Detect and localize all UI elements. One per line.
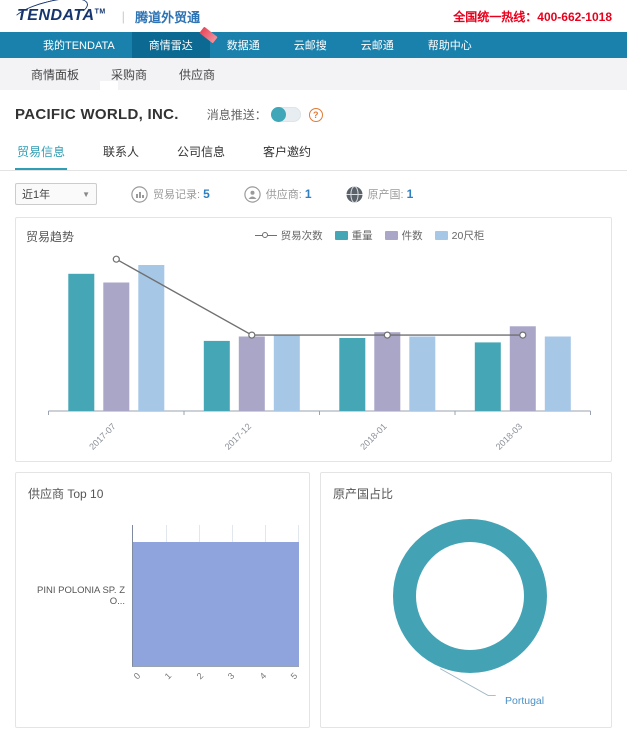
- supplier-bar[interactable]: [133, 541, 299, 666]
- main-nav: 我的TENDATA 商情雷达 数据通 云邮搜 云邮通 帮助中心: [0, 26, 627, 58]
- top-header: TENDATATM | 腾道外贸通 全国统一热线：400-662-1018: [0, 0, 627, 35]
- period-select[interactable]: 近1年 ▼: [15, 183, 97, 205]
- swatch-purple-icon: [384, 231, 398, 240]
- svg-text:2018-01: 2018-01: [358, 421, 388, 451]
- hotline-text: 全国统一热线：400-662-1018: [453, 9, 612, 24]
- x-tick: 2: [194, 670, 206, 682]
- brand: TENDATATM | 腾道外贸通: [9, 0, 201, 35]
- legend-20ft[interactable]: 20尺柜: [434, 228, 485, 243]
- sub-nav: 商情面板 采购商 供应商: [0, 58, 627, 90]
- suppliers-top10-card: 供应商 Top 10 PINI POLONIA SP. Z O... 0 1 2…: [15, 472, 310, 728]
- legend-pieces[interactable]: 件数: [384, 228, 423, 243]
- suppliers-icon: [244, 185, 261, 203]
- tendata-logo: TENDATATM: [9, 0, 112, 35]
- trend-legend: 贸易次数 重量 件数 20尺柜: [195, 228, 485, 243]
- subnav-item-panel[interactable]: 商情面板: [31, 67, 80, 82]
- stat-trade-records: 贸易记录: 5: [131, 185, 210, 203]
- logo-divider: |: [121, 8, 126, 24]
- trade-trend-card: 贸易趋势 贸易次数 重量 件数 20尺柜: [15, 217, 612, 462]
- subnav-item-buyers[interactable]: 采购商: [111, 67, 148, 82]
- origin-country-chart: Portugal: [333, 503, 601, 728]
- message-push-label: 消息推送：: [206, 108, 267, 122]
- x-tick: 1: [163, 670, 174, 682]
- product-name: 腾道外贸通: [135, 9, 201, 25]
- tab-company-info[interactable]: 公司信息: [177, 145, 226, 159]
- trend-header: 贸易趋势 贸易次数 重量 件数 20尺柜: [26, 228, 605, 245]
- nav-item-cloud-mail-search[interactable]: 云邮搜: [293, 40, 327, 52]
- nav-item-my-tendata[interactable]: 我的TENDATA: [43, 40, 115, 52]
- donut-leader-line: [439, 668, 496, 696]
- filter-row: 近1年 ▼ 贸易记录: 5 供应商: 1: [0, 171, 627, 205]
- swatch-teal-icon: [334, 231, 348, 240]
- help-icon[interactable]: ?: [308, 107, 323, 122]
- donut-label-portugal[interactable]: Portugal: [505, 695, 545, 707]
- period-select-value: 近1年: [22, 189, 51, 201]
- svg-text:2017-07: 2017-07: [87, 421, 117, 451]
- chevron-down-icon: ▼: [82, 189, 90, 199]
- origin-country-card: 原产国占比 Portugal: [320, 472, 612, 728]
- company-name: PACIFIC WORLD, INC.: [15, 106, 179, 123]
- legend-weight[interactable]: 重量: [334, 228, 373, 243]
- tab-customer-invite[interactable]: 客户邀约: [263, 145, 312, 159]
- legend-label: 20尺柜: [451, 230, 485, 242]
- subnav-active-indicator: [100, 81, 118, 90]
- nav-item-help-center[interactable]: 帮助中心: [427, 40, 472, 52]
- stat-value: 1: [406, 187, 414, 201]
- legend-label: 件数: [401, 230, 423, 242]
- bottom-row: 供应商 Top 10 PINI POLONIA SP. Z O... 0 1 2…: [15, 472, 612, 728]
- nav-item-data-pass[interactable]: 数据通: [226, 40, 260, 52]
- legend-label: 贸易次数: [280, 230, 323, 242]
- subnav-item-suppliers[interactable]: 供应商: [179, 67, 216, 82]
- stat-label: 贸易记录:: [153, 189, 201, 201]
- legend-trade-count[interactable]: 贸易次数: [254, 228, 323, 243]
- trend-title: 贸易趋势: [26, 230, 75, 244]
- nav-item-cloud-mail[interactable]: 云邮通: [360, 40, 394, 52]
- logo-text: TENDATA: [17, 7, 95, 24]
- tab-trade-info[interactable]: 贸易信息: [15, 137, 68, 170]
- supplier-bar-label[interactable]: PINI POLONIA SP. Z O...: [37, 584, 125, 607]
- globe-icon: [346, 185, 362, 203]
- message-push-toggle[interactable]: [270, 107, 301, 122]
- supplier-x-axis: 0 1 2 3 4 5: [131, 667, 300, 682]
- svg-text:2018-03: 2018-03: [494, 421, 524, 451]
- stat-suppliers: 供应商: 1: [244, 185, 312, 203]
- x-tick: 4: [257, 670, 268, 682]
- svg-text:2017-12: 2017-12: [223, 421, 253, 451]
- legend-label: 重量: [351, 230, 373, 242]
- x-tick: 5: [288, 670, 300, 682]
- logo-tm: TM: [94, 8, 106, 16]
- suppliers-top10-chart: PINI POLONIA SP. Z O...: [28, 525, 299, 667]
- detail-tabs: 贸易信息 联系人 公司信息 客户邀约: [0, 127, 627, 171]
- nav-item-label: 商情雷达: [148, 40, 193, 52]
- stat-value: 1: [304, 187, 312, 201]
- toggle-knob: [270, 107, 286, 122]
- origin-country-title: 原产国占比: [333, 487, 394, 501]
- trade-records-icon: [131, 185, 148, 203]
- stat-label: 原产国:: [367, 189, 404, 201]
- stat-value: 5: [203, 187, 210, 201]
- line-marker-icon: [254, 231, 277, 238]
- trade-trend-chart[interactable]: 2017-07 2017-12 2018-01 2018-03: [26, 245, 605, 453]
- x-tick: 0: [131, 670, 143, 682]
- swatch-blue-icon: [434, 231, 448, 240]
- x-tick: 3: [225, 670, 237, 682]
- nav-item-business-radar[interactable]: 商情雷达: [131, 26, 218, 58]
- suppliers-top10-title: 供应商 Top 10: [28, 487, 104, 501]
- stat-origin-country: 原产国: 1: [346, 185, 414, 203]
- stat-label: 供应商:: [265, 189, 302, 201]
- company-header: PACIFIC WORLD, INC. 消息推送： ?: [0, 90, 627, 127]
- supplier-plot-area: [132, 525, 299, 667]
- tab-contacts[interactable]: 联系人: [103, 145, 140, 159]
